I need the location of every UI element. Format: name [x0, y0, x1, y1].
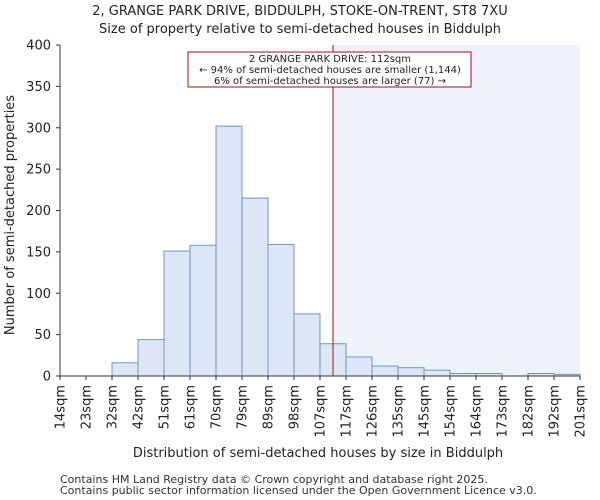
bar-32sqm: [111, 362, 139, 377]
bar-98sqm: [293, 313, 321, 377]
chart-title: 2, GRANGE PARK DRIVE, BIDDULPH, STOKE-ON…: [92, 4, 507, 19]
x-tick-label: 126sqm: [366, 385, 381, 438]
x-ticks: 14sqm 23sqm 32sqm 42sqm 51sqm 61sqm 70sqm 79sqm…: [54, 376, 589, 438]
x-tick-label: 70sqm: [210, 385, 225, 429]
x-tick-label: 79sqm: [236, 385, 251, 429]
bar-42sqm: [137, 339, 165, 377]
bar-89sqm: [267, 243, 295, 377]
x-tick-label: 117sqm: [340, 385, 355, 438]
bar-126sqm: [371, 365, 399, 377]
footer-line-1: Contains HM Land Registry data © Crown c…: [60, 473, 488, 486]
x-tick-label: 32sqm: [106, 385, 121, 429]
x-tick-label: 201sqm: [574, 385, 589, 438]
x-tick-label: 154sqm: [444, 385, 459, 438]
x-tick-label: 42sqm: [132, 385, 147, 429]
footer-line-2: Contains public sector information licen…: [60, 484, 537, 497]
x-tick-label: 89sqm: [262, 385, 277, 429]
y-tick-label: 50: [34, 328, 51, 343]
bar-79sqm: [241, 197, 269, 377]
bar-145sqm: [423, 369, 451, 377]
x-tick-label: 61sqm: [184, 385, 199, 429]
y-axis-label: Number of semi-detached properties: [3, 95, 18, 335]
annotation-frame: [187, 51, 472, 88]
annotation-box: 2 GRANGE PARK DRIVE: 112sqm ← 94% of sem…: [187, 51, 472, 88]
y-tick-label: 400: [26, 39, 51, 54]
bar-70sqm: [215, 125, 243, 377]
x-tick-label: 107sqm: [314, 385, 329, 438]
y-tick-label: 100: [26, 287, 51, 302]
annotation-line-1: 2 GRANGE PARK DRIVE: 112sqm: [249, 54, 411, 65]
bar-61sqm: [189, 244, 217, 377]
x-axis-label: Distribution of semi-detached houses by …: [133, 446, 503, 461]
x-tick-label: 145sqm: [418, 385, 433, 438]
bar-117sqm: [345, 356, 373, 377]
x-tick-label: 98sqm: [288, 385, 303, 429]
bar-51sqm: [163, 250, 191, 377]
x-tick-label: 14sqm: [54, 385, 69, 429]
bars-group: [111, 125, 581, 377]
x-tick-label: 135sqm: [392, 385, 407, 438]
y-tick-label: 200: [26, 204, 51, 219]
annotation-line-3: 6% of semi-detached houses are larger (7…: [214, 76, 446, 87]
y-tick-label: 300: [26, 121, 51, 136]
bar-135sqm: [397, 367, 425, 377]
x-tick-label: 23sqm: [80, 385, 95, 429]
y-tick-label: 350: [26, 80, 51, 95]
annotation-line-2: ← 94% of semi-detached houses are smalle…: [199, 65, 461, 76]
y-tick-label: 250: [26, 163, 51, 178]
x-tick-label: 51sqm: [158, 385, 173, 429]
y-ticks: 0 50 100 150 200 250 300 350 400: [26, 39, 60, 385]
x-tick-label: 182sqm: [522, 385, 537, 438]
x-tick-label: 192sqm: [548, 385, 563, 438]
y-tick-label: 150: [26, 245, 51, 260]
chart-subtitle: Size of property relative to semi-detach…: [99, 22, 501, 37]
x-tick-label: 173sqm: [496, 385, 511, 438]
larger-region: [333, 45, 580, 376]
x-tick-label: 164sqm: [470, 385, 485, 438]
y-tick-label: 0: [43, 370, 51, 385]
